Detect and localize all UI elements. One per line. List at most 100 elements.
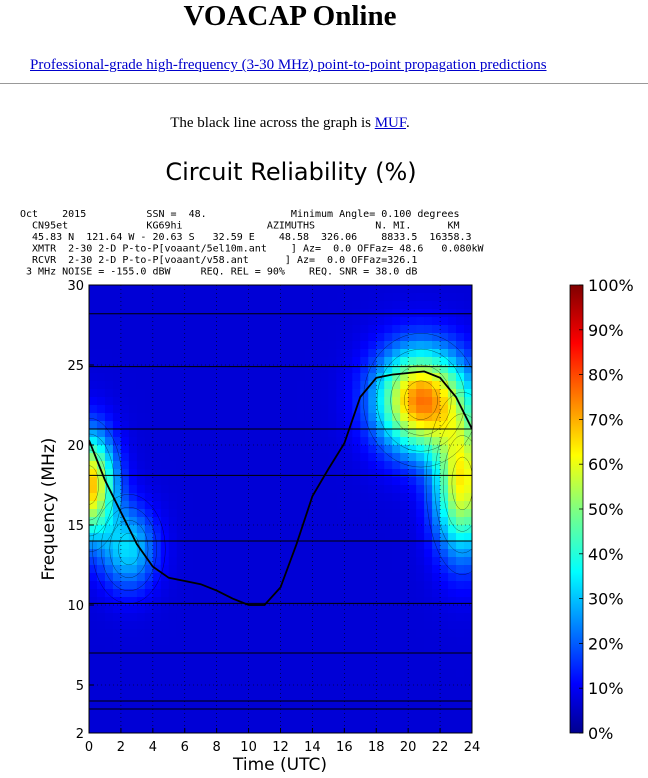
heatmap-cell — [328, 549, 337, 558]
heatmap-cell — [320, 317, 329, 326]
heatmap-cell — [440, 517, 449, 526]
heatmap-cell — [344, 645, 353, 654]
heatmap-cell — [96, 397, 106, 406]
heatmap-cell — [448, 365, 457, 374]
heatmap-cell — [312, 445, 321, 454]
heatmap-cell — [392, 581, 401, 590]
heatmap-cell — [432, 589, 441, 598]
heatmap-cell — [344, 397, 353, 406]
heatmap-cell — [296, 565, 306, 574]
heatmap-cell — [208, 717, 218, 726]
heatmap-cell — [424, 661, 433, 670]
heatmap-cell — [296, 373, 306, 382]
heatmap-cell — [144, 477, 154, 486]
heatmap-cell — [160, 317, 170, 326]
heatmap-cell — [208, 661, 218, 670]
heatmap-cell — [384, 661, 393, 670]
heatmap-cell — [264, 333, 274, 342]
heatmap-cell — [432, 357, 441, 366]
heatmap-cell — [128, 709, 138, 718]
heatmap-cell — [304, 557, 314, 566]
heatmap-cell — [240, 477, 250, 486]
heatmap-cell — [192, 301, 202, 310]
heatmap-cell — [112, 357, 122, 366]
heatmap-cell — [248, 509, 258, 518]
heatmap-cell — [440, 645, 449, 654]
heatmap-cell — [432, 597, 441, 606]
heatmap-cell — [440, 309, 449, 318]
heatmap-cell — [400, 445, 409, 454]
subtitle-link[interactable]: Professional-grade high-frequency (3-30 … — [30, 57, 547, 73]
contour-line — [390, 364, 452, 436]
heatmap-cell — [376, 293, 385, 302]
heatmap-cell — [192, 573, 202, 582]
heatmap-cell — [296, 309, 306, 318]
heatmap-cell — [368, 629, 377, 638]
heatmap-cell — [224, 293, 234, 302]
heatmap-cell — [464, 453, 472, 462]
heatmap-cell — [248, 653, 258, 662]
heatmap-cell — [464, 477, 472, 486]
heatmap-cell — [248, 301, 258, 310]
heatmap-cell — [352, 309, 361, 318]
heatmap-cell — [136, 597, 146, 606]
heatmap-cell — [448, 541, 457, 550]
heatmap-cell — [96, 693, 106, 702]
heatmap-cell — [384, 589, 393, 598]
heatmap-cell — [160, 709, 170, 718]
heatmap-cell — [192, 501, 202, 510]
heatmap-cell — [344, 661, 353, 670]
heatmap-cell — [320, 605, 329, 614]
heatmap-cell — [264, 317, 274, 326]
heatmap-cell — [136, 557, 146, 566]
heatmap-cell — [320, 621, 329, 630]
heatmap-cell — [320, 581, 329, 590]
heatmap-cell — [224, 725, 234, 733]
heatmap-cell — [216, 581, 226, 590]
heatmap-cell — [264, 301, 274, 310]
heatmap-cell — [168, 605, 178, 614]
heatmap-cell — [392, 397, 401, 406]
heatmap-cell — [192, 493, 202, 502]
heatmap-cell — [432, 581, 441, 590]
heatmap-cell — [176, 525, 186, 534]
heatmap-cell — [120, 421, 130, 430]
heatmap-cell — [128, 381, 138, 390]
heatmap-cell — [360, 701, 369, 710]
heatmap-cell — [144, 717, 154, 726]
heatmap-cell — [280, 373, 290, 382]
heatmap-cell — [168, 301, 178, 310]
heatmap-cell — [304, 685, 314, 694]
heatmap-cell — [320, 373, 329, 382]
heatmap-cell — [160, 573, 170, 582]
heatmap-cell — [456, 629, 465, 638]
y-tick-label: 20 — [67, 439, 84, 454]
heatmap-cell — [168, 685, 178, 694]
heatmap-cell — [192, 413, 202, 422]
heatmap-cell — [464, 717, 472, 726]
heatmap-cell — [192, 333, 202, 342]
heatmap-cell — [208, 469, 218, 478]
heatmap-cell — [344, 685, 353, 694]
heatmap-cell — [336, 477, 345, 486]
heatmap-cell — [256, 397, 266, 406]
heatmap-cell — [216, 597, 226, 606]
heatmap-cell — [240, 701, 250, 710]
heatmap-cell — [240, 565, 250, 574]
muf-link[interactable]: MUF — [374, 115, 407, 131]
heatmap-cell — [400, 333, 409, 342]
heatmap-cell — [96, 453, 106, 462]
heatmap-cell — [120, 685, 130, 694]
heatmap-cell — [200, 445, 210, 454]
heatmap-cell — [368, 605, 377, 614]
heatmap-cell — [392, 701, 401, 710]
heatmap-cell — [384, 333, 393, 342]
heatmap-cell — [432, 717, 441, 726]
heatmap-cell — [264, 397, 274, 406]
heatmap-cell — [304, 333, 314, 342]
heatmap-cell — [376, 301, 385, 310]
heatmap-cell — [176, 725, 186, 733]
heatmap-cell — [176, 453, 186, 462]
heatmap-cell — [128, 357, 138, 366]
heatmap-cell — [168, 421, 178, 430]
